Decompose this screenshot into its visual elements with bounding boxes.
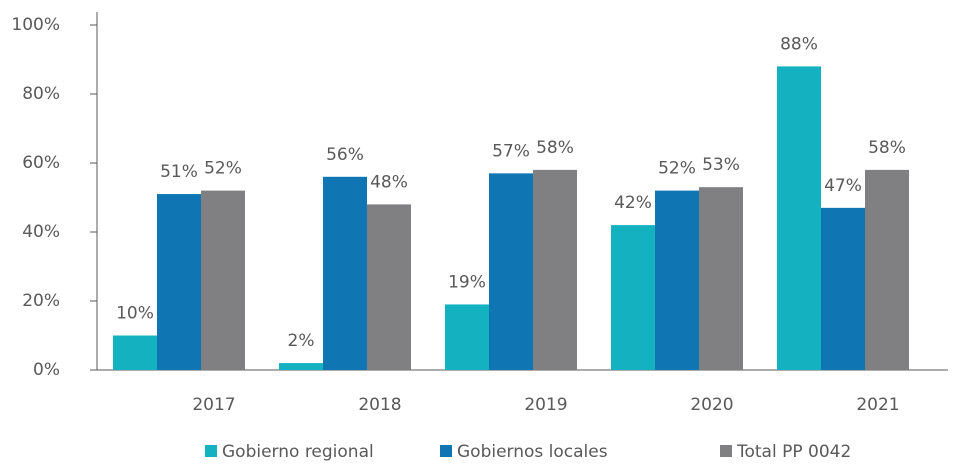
bar xyxy=(279,363,323,370)
legend-label: Gobierno regional xyxy=(222,442,374,462)
y-tick-label: 60% xyxy=(22,153,60,173)
bar xyxy=(323,176,367,370)
y-tick-label: 20% xyxy=(22,291,60,311)
data-label: 58% xyxy=(868,138,906,158)
x-tick-label: 2017 xyxy=(192,395,235,415)
data-label: 42% xyxy=(614,193,652,213)
data-label: 10% xyxy=(116,304,154,324)
x-tick-label: 2019 xyxy=(524,395,567,415)
bar xyxy=(157,194,201,370)
bar xyxy=(113,335,157,370)
legend-swatch xyxy=(720,445,732,457)
data-label: 52% xyxy=(658,159,696,179)
y-tick-label: 80% xyxy=(22,84,60,104)
y-tick-label: 0% xyxy=(33,360,60,380)
legend-swatch xyxy=(205,445,217,457)
bar xyxy=(655,190,699,370)
bar xyxy=(367,204,411,370)
data-label: 2% xyxy=(288,331,315,351)
x-tick-label: 2018 xyxy=(358,395,401,415)
legend-label: Total PP 0042 xyxy=(736,442,851,462)
data-label: 48% xyxy=(370,172,408,192)
data-label: 19% xyxy=(448,272,486,292)
y-tick-label: 40% xyxy=(22,222,60,242)
data-label: 88% xyxy=(780,34,818,54)
x-tick-label: 2021 xyxy=(856,395,899,415)
bar xyxy=(445,304,489,370)
bar xyxy=(777,66,821,371)
data-label: 52% xyxy=(204,159,242,179)
legend-swatch xyxy=(440,445,452,457)
y-tick-label: 100% xyxy=(11,15,60,35)
bar xyxy=(821,207,865,370)
bar xyxy=(201,190,245,370)
legend-label: Gobiernos locales xyxy=(457,442,608,462)
data-label: 57% xyxy=(492,141,530,161)
data-label: 53% xyxy=(702,155,740,175)
bar xyxy=(489,173,533,370)
data-label: 51% xyxy=(160,162,198,182)
bar xyxy=(699,187,743,370)
data-label: 58% xyxy=(536,138,574,158)
bar xyxy=(611,225,655,370)
data-label: 47% xyxy=(824,176,862,196)
x-tick-label: 2020 xyxy=(690,395,733,415)
bar xyxy=(865,169,909,370)
bar xyxy=(533,169,577,370)
data-label: 56% xyxy=(326,145,364,165)
